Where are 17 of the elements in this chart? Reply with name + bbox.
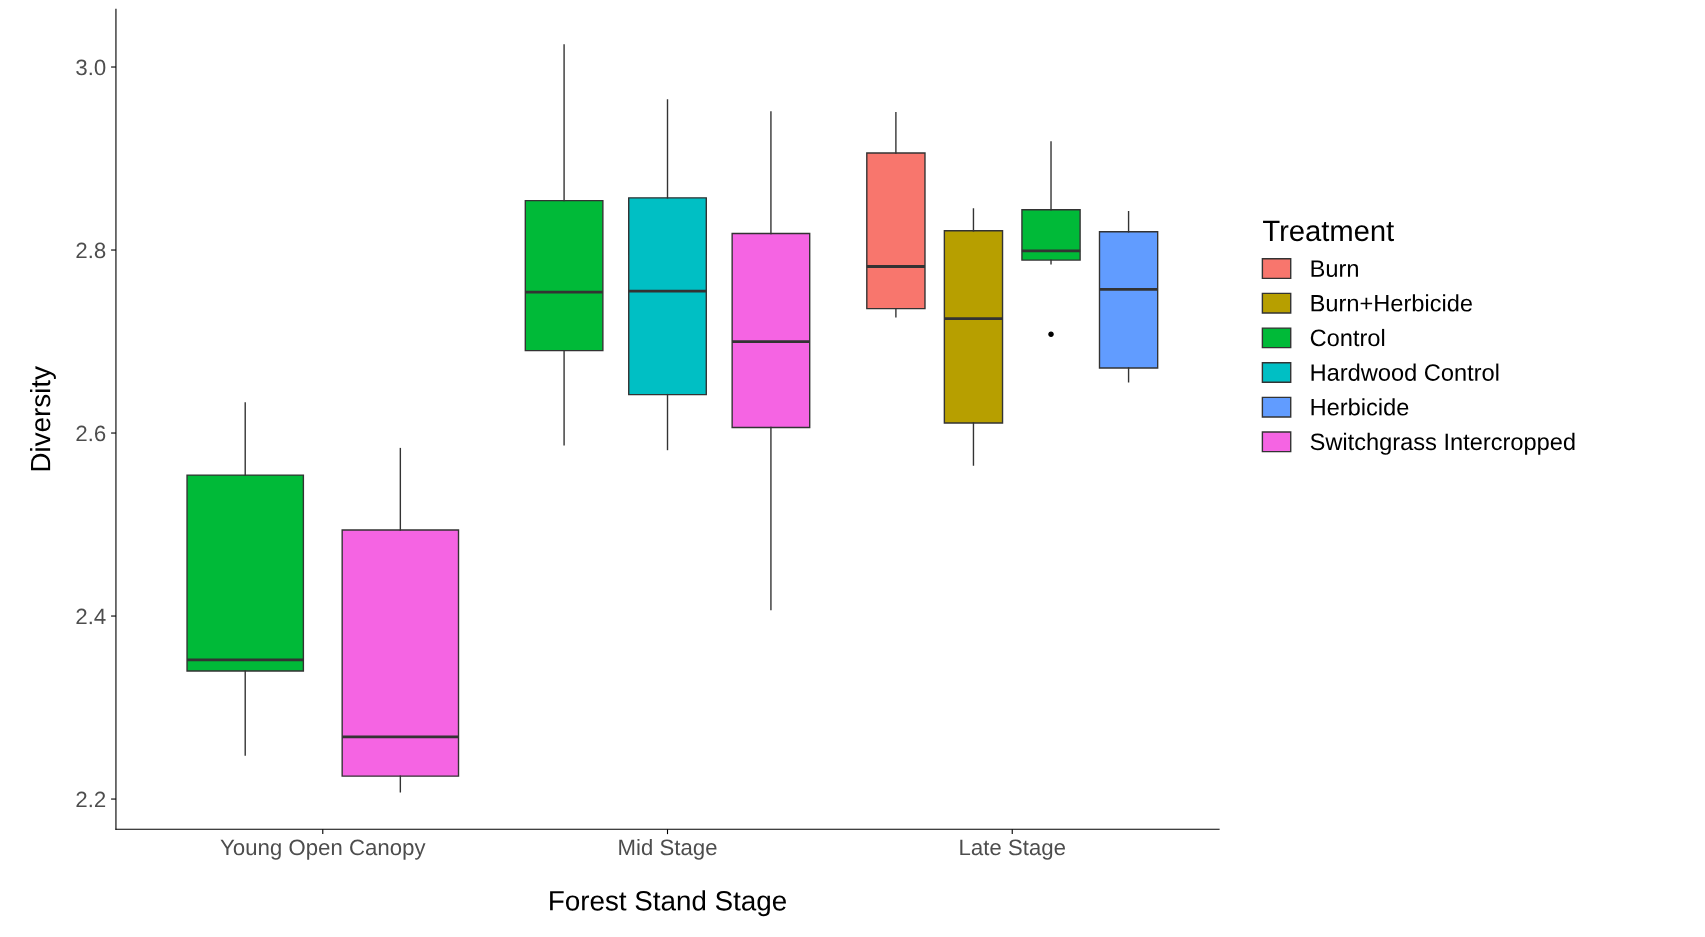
y-axis-title: Diversity bbox=[29, 366, 56, 471]
legend-label: Burn+Herbicide bbox=[1311, 294, 1472, 312]
legend-label: Burn bbox=[1311, 260, 1358, 277]
y-tick-label: 2.6 bbox=[76, 425, 106, 442]
legend-label: Switchgrass Intercropped bbox=[1310, 432, 1575, 455]
y-tick-label: 2.2 bbox=[76, 791, 106, 808]
x-tick-label: Mid Stage bbox=[619, 838, 717, 860]
x-axis-title: Forest Stand Stage bbox=[550, 890, 786, 917]
x-tick-label: Late Stage bbox=[960, 839, 1065, 860]
x-tick-label: Young Open Canopy bbox=[220, 839, 426, 860]
y-tick-label: 2.8 bbox=[76, 242, 106, 259]
legend-label: Control bbox=[1310, 328, 1385, 347]
legend-label: Herbicide bbox=[1311, 398, 1409, 416]
legend-label: Hardwood Control bbox=[1311, 363, 1499, 381]
y-tick-label: 2.4 bbox=[76, 608, 106, 625]
y-tick-label: 3.0 bbox=[76, 59, 106, 76]
legend-title: Treatment bbox=[1263, 220, 1394, 242]
